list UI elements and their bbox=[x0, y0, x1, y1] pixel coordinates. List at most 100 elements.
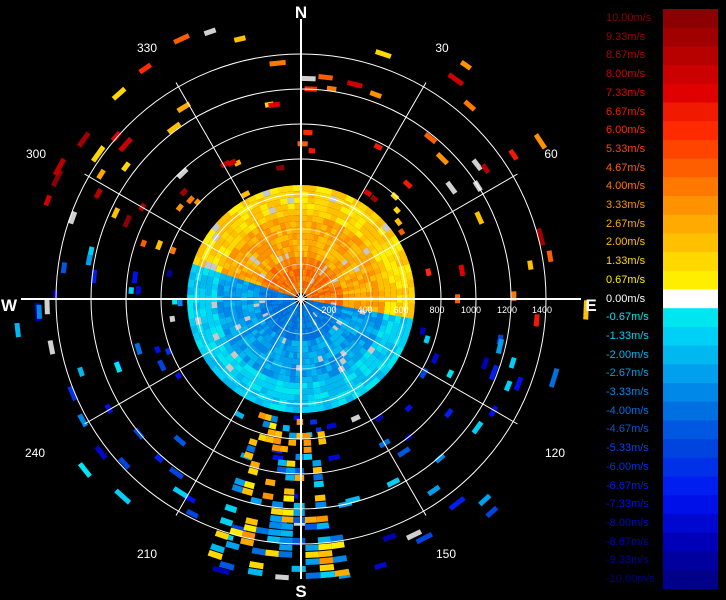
echo-bin bbox=[350, 414, 361, 423]
echo-bin bbox=[306, 382, 314, 389]
echo-bin bbox=[388, 275, 396, 284]
echo-bin bbox=[275, 379, 284, 387]
echo-bin bbox=[325, 364, 333, 373]
echo-bin bbox=[322, 285, 329, 291]
echo-bin bbox=[339, 232, 348, 241]
echo-bin bbox=[294, 209, 302, 216]
echo-bin bbox=[318, 543, 332, 551]
echo-bin bbox=[325, 206, 335, 215]
range-label-200: 200 bbox=[321, 305, 336, 315]
echo-bin bbox=[378, 325, 387, 334]
echo-bin bbox=[280, 523, 294, 530]
echo-bin bbox=[398, 228, 406, 236]
echo-bin bbox=[320, 366, 328, 375]
echo-bin bbox=[335, 253, 343, 261]
echo-bin bbox=[308, 148, 316, 154]
echo-bin bbox=[262, 492, 274, 500]
azimuth-line bbox=[84, 298, 302, 425]
echo-bin bbox=[269, 268, 277, 275]
echo-bin bbox=[289, 295, 296, 298]
echo-bin bbox=[300, 370, 307, 377]
echo-bin bbox=[327, 329, 335, 336]
echo-bin bbox=[291, 315, 295, 322]
echo-bin bbox=[313, 331, 319, 339]
echo-bin bbox=[128, 287, 134, 294]
echo-bin bbox=[293, 346, 298, 353]
echo-bin bbox=[312, 294, 319, 297]
echo-bin bbox=[229, 305, 236, 312]
echo-bin bbox=[305, 322, 310, 329]
echo-bin bbox=[304, 288, 309, 295]
echo-bin bbox=[314, 310, 320, 316]
echo-bin bbox=[342, 303, 349, 308]
echo-bin bbox=[330, 189, 341, 198]
echo-bin bbox=[235, 287, 242, 293]
echo-bin bbox=[309, 307, 315, 312]
echo-bin bbox=[318, 303, 325, 307]
echo-bin bbox=[284, 338, 290, 346]
azimuth-line bbox=[84, 173, 302, 300]
echo-bin bbox=[296, 287, 300, 294]
echo-bin bbox=[154, 345, 161, 354]
echo-bin bbox=[261, 347, 270, 355]
echo-bin bbox=[200, 273, 208, 283]
echo-bin bbox=[319, 280, 326, 286]
echo-bin bbox=[278, 336, 284, 343]
echo-bin bbox=[331, 333, 339, 341]
echo-bin bbox=[283, 311, 289, 317]
echo-bin bbox=[268, 521, 282, 530]
echo-bin bbox=[308, 307, 314, 313]
echo-bin bbox=[203, 27, 217, 37]
echo-bin bbox=[318, 437, 327, 445]
echo-bin bbox=[448, 496, 466, 511]
echo-bin bbox=[303, 304, 307, 310]
echo-bin bbox=[458, 264, 466, 277]
echo-bin bbox=[311, 279, 317, 286]
echo-bin bbox=[312, 300, 319, 303]
echo-bin bbox=[289, 245, 295, 252]
east-label: E bbox=[585, 296, 596, 315]
echo-bin bbox=[384, 263, 393, 272]
echo-bin bbox=[271, 293, 278, 297]
echo-bin bbox=[312, 459, 322, 467]
echo-bin bbox=[317, 536, 331, 544]
echo-bin bbox=[281, 337, 287, 345]
echo-bin bbox=[122, 214, 132, 228]
echo-bin bbox=[305, 310, 309, 316]
echo-bin bbox=[315, 501, 327, 509]
echo-bin bbox=[247, 194, 258, 204]
echo-bin bbox=[322, 372, 330, 380]
legend-swatch bbox=[663, 495, 718, 515]
echo-bin bbox=[286, 320, 292, 327]
echo-bin bbox=[289, 294, 296, 298]
echo-bin bbox=[272, 199, 282, 207]
echo-bin bbox=[328, 454, 341, 462]
legend-swatch bbox=[663, 121, 718, 141]
legend-swatch bbox=[663, 196, 718, 216]
echo-bin bbox=[363, 189, 373, 198]
echo-bin bbox=[277, 294, 284, 298]
echo-bin bbox=[269, 322, 276, 330]
echo-bin bbox=[306, 376, 313, 383]
echo-bin bbox=[293, 509, 305, 516]
echo-bin bbox=[312, 280, 318, 287]
echo-bin bbox=[292, 275, 297, 283]
echo-bin bbox=[270, 260, 277, 267]
echo-bin bbox=[219, 272, 227, 281]
echo-bin bbox=[279, 392, 288, 400]
bearing-label-240: 240 bbox=[25, 446, 45, 460]
echo-bin bbox=[206, 358, 216, 370]
echo-bin bbox=[303, 281, 307, 288]
echo-bin bbox=[278, 304, 285, 308]
echo-bin bbox=[278, 255, 285, 262]
echo-bin bbox=[322, 402, 333, 411]
legend-label: -2.00m/s bbox=[606, 348, 649, 361]
echo-bin bbox=[370, 194, 379, 203]
echo-bin bbox=[314, 198, 323, 206]
echo-bin bbox=[334, 269, 341, 276]
echo-bin bbox=[96, 168, 106, 180]
echo-bin bbox=[291, 302, 297, 307]
echo-bin bbox=[294, 275, 298, 282]
echo-bin bbox=[291, 227, 297, 234]
echo-bin bbox=[336, 345, 344, 353]
